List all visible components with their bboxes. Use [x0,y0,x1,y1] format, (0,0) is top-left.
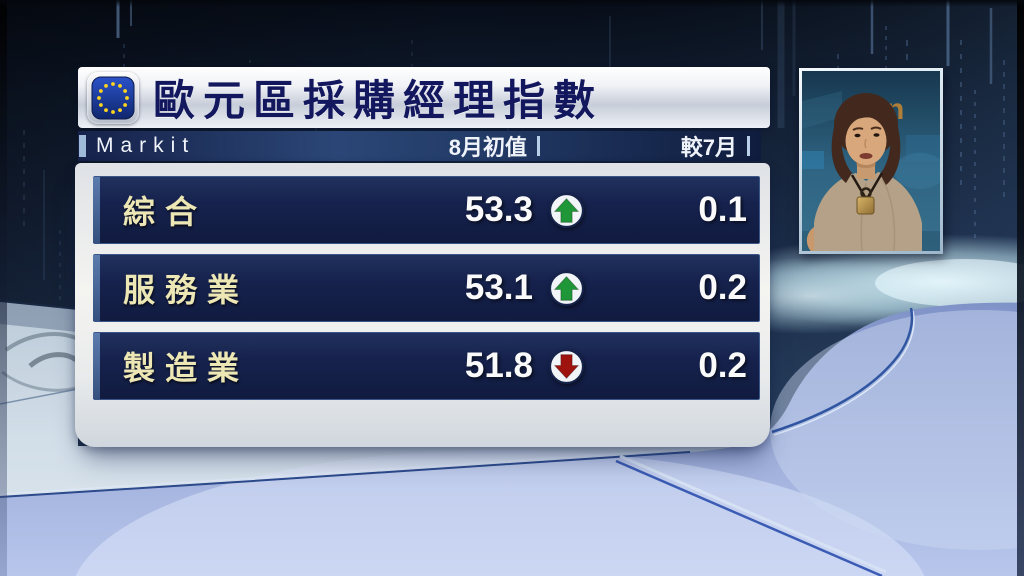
row-label: 製造業 [123,350,250,386]
table-body: 綜合 53.3 0.1 服務業 53.1 0.2 製造業 51.8 [93,176,770,400]
table-header: Markit 8月初值 較7月 [78,131,761,161]
title-bar: 歐元區採購經理指數 [78,67,770,128]
column-divider-tick [747,136,750,156]
floor-rim-line [0,448,691,495]
stage-arc-line [771,307,914,434]
row-change: 0.2 [698,268,747,307]
table-row: 製造業 51.8 0.2 [93,332,760,400]
row-value: 51.8 [464,346,533,385]
source-label: Markit [96,134,196,157]
frame-edge-left [0,0,7,576]
floor-seam-line [619,454,887,574]
trend-arrow-icon [533,270,599,307]
column-header-change: 較7月 [560,131,750,161]
table-row: 綜合 53.3 0.1 [93,176,760,244]
news-anchor-figure [806,93,922,251]
row-value: 53.1 [464,268,533,307]
page-title: 歐元區採購經理指數 [153,77,604,124]
column-divider-tick [537,136,540,156]
row-value: 53.3 [464,190,533,229]
trend-arrow-icon [533,348,599,385]
frame-edge-right [1017,0,1024,576]
trend-arrow-icon [533,192,599,229]
pendant [856,196,875,215]
row-change: 0.1 [698,190,747,229]
frame-edge-top [0,0,1024,7]
row-change: 0.2 [698,346,747,385]
row-label: 綜合 [123,194,208,230]
row-label: 服務業 [123,272,250,308]
table-row: 服務業 53.1 0.2 [93,254,760,322]
eu-flag-icon [87,71,139,124]
data-panel: 綜合 53.3 0.1 服務業 53.1 0.2 製造業 51.8 [75,163,770,447]
column-header-value: 8月初值 [350,131,540,161]
presenter-photo: n [799,68,943,254]
swirl-decoration [4,332,77,352]
